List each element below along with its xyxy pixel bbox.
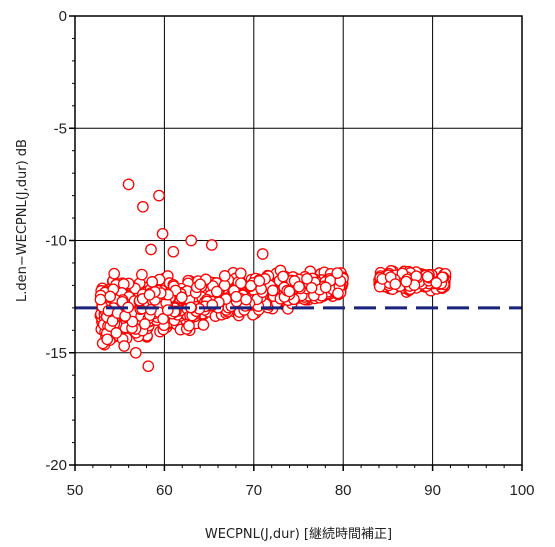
data-point xyxy=(143,288,156,301)
data-point xyxy=(235,277,247,290)
data-point xyxy=(146,276,159,288)
data-point xyxy=(167,245,180,258)
data-point xyxy=(185,234,198,247)
data-point xyxy=(218,270,231,282)
y-tick-label: -15 xyxy=(45,345,67,362)
x-tick-label: 80 xyxy=(335,482,352,499)
data-point xyxy=(183,319,195,332)
y-tick-label: 0 xyxy=(59,8,67,25)
data-point xyxy=(332,287,344,300)
data-point xyxy=(139,318,151,330)
y-tick-labels: 0 -5 -10 -15 -20 xyxy=(45,8,67,474)
x-tick-label: 70 xyxy=(245,482,262,499)
x-tick-labels: 50 60 70 80 90 100 xyxy=(67,482,535,499)
data-point xyxy=(156,227,169,240)
data-point xyxy=(142,360,155,373)
data-point xyxy=(301,272,313,285)
data-point xyxy=(230,290,243,303)
data-point xyxy=(194,278,207,291)
y-axis-label: L.den−WECPNL(J,dur) dB xyxy=(15,139,30,302)
data-point xyxy=(305,281,318,294)
data-point xyxy=(157,313,169,325)
y-tick-label: -10 xyxy=(45,233,67,250)
data-point xyxy=(293,280,305,293)
data-point xyxy=(110,327,123,339)
gridlines xyxy=(75,16,522,465)
data-point xyxy=(253,275,266,287)
data-point xyxy=(122,178,135,191)
data-point xyxy=(240,293,252,306)
data-point xyxy=(145,303,157,316)
axis-ticks xyxy=(69,15,523,471)
data-point xyxy=(136,268,148,281)
data-point xyxy=(129,346,142,359)
y-tick-label: -5 xyxy=(54,120,67,137)
data-points xyxy=(94,178,452,373)
data-point xyxy=(389,278,402,290)
data-point xyxy=(400,275,413,288)
data-point xyxy=(153,189,165,202)
data-point xyxy=(210,285,223,298)
data-point xyxy=(118,340,131,352)
x-tick-label: 50 xyxy=(67,482,84,499)
data-point xyxy=(256,248,269,260)
data-point xyxy=(430,277,443,289)
data-point xyxy=(137,200,149,213)
data-point xyxy=(319,281,332,294)
data-point xyxy=(234,267,247,280)
y-tick-label: -20 xyxy=(45,457,67,474)
data-point xyxy=(421,270,434,283)
data-point xyxy=(94,293,107,306)
data-point xyxy=(277,270,289,283)
x-axis-label: WECPNL(J,dur) [継続時間補正] xyxy=(205,527,392,542)
data-point xyxy=(101,333,114,346)
data-point xyxy=(283,285,296,298)
x-tick-label: 90 xyxy=(424,482,441,499)
data-point xyxy=(145,243,157,256)
x-tick-label: 60 xyxy=(156,482,173,499)
x-tick-label: 100 xyxy=(509,482,534,499)
data-point xyxy=(104,290,117,303)
data-point xyxy=(197,319,210,331)
data-point xyxy=(266,284,279,297)
data-point xyxy=(331,267,344,279)
data-point xyxy=(108,267,121,280)
data-point xyxy=(175,291,188,304)
data-point xyxy=(205,239,218,251)
